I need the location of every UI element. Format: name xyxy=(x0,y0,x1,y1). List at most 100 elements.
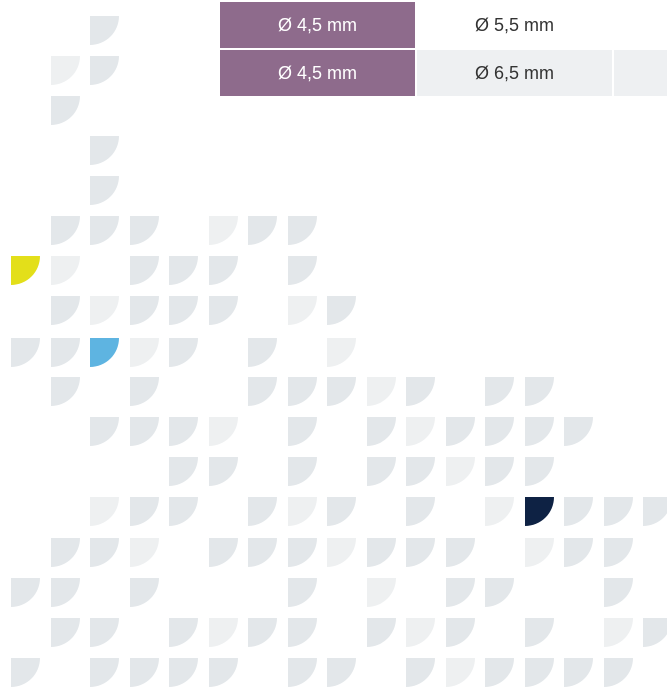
quarter-shape xyxy=(327,538,356,567)
quarter-shape xyxy=(90,658,119,687)
quarter-shape xyxy=(525,457,554,486)
quarter-shape xyxy=(367,578,396,607)
quarter-shape xyxy=(51,216,80,245)
quarter-shape xyxy=(406,618,435,647)
quarter-shape xyxy=(130,256,159,285)
quarter-shape xyxy=(288,618,317,647)
quarter-shape xyxy=(169,296,198,325)
table-cell: Ø 5,5 mm xyxy=(417,2,612,48)
quarter-shape xyxy=(643,497,667,526)
quarter-shape xyxy=(90,136,119,165)
quarter-shape xyxy=(248,216,277,245)
quarter-shape xyxy=(446,538,475,567)
quarter-shape xyxy=(130,578,159,607)
quarter-shape xyxy=(169,256,198,285)
quarter-shape xyxy=(90,338,119,367)
quarter-shape xyxy=(604,618,633,647)
quarter-shape xyxy=(485,658,514,687)
quarter-shape xyxy=(130,538,159,567)
quarter-shape xyxy=(288,538,317,567)
quarter-shape xyxy=(288,457,317,486)
quarter-shape xyxy=(248,618,277,647)
quarter-shape xyxy=(643,618,667,647)
quarter-shape xyxy=(248,338,277,367)
quarter-shape xyxy=(169,457,198,486)
quarter-shape xyxy=(90,538,119,567)
quarter-shape xyxy=(406,417,435,446)
quarter-shape xyxy=(209,216,238,245)
quarter-shape xyxy=(90,16,119,45)
quarter-shape xyxy=(367,457,396,486)
quarter-shape xyxy=(90,176,119,205)
quarter-shape xyxy=(51,377,80,406)
quarter-shape xyxy=(288,296,317,325)
quarter-shape xyxy=(11,578,40,607)
quarter-shape xyxy=(130,658,159,687)
quarter-shape xyxy=(90,417,119,446)
quarter-shape xyxy=(11,256,40,285)
quarter-shape xyxy=(51,296,80,325)
quarter-shape xyxy=(130,377,159,406)
quarter-shape xyxy=(367,417,396,446)
quarter-shape xyxy=(51,578,80,607)
quarter-shape xyxy=(446,457,475,486)
quarter-shape xyxy=(485,578,514,607)
quarter-shape xyxy=(51,56,80,85)
quarter-shape xyxy=(288,216,317,245)
quarter-shape xyxy=(564,497,593,526)
quarter-shape xyxy=(288,658,317,687)
quarter-shape xyxy=(130,296,159,325)
quarter-shape xyxy=(209,256,238,285)
page: Ø 4,5 mm Ø 5,5 mm Ø 4,5 mm Ø 6,5 mm (() … xyxy=(0,0,667,697)
quarter-shape xyxy=(485,377,514,406)
quarter-shape xyxy=(209,457,238,486)
quarter-shape xyxy=(327,377,356,406)
quarter-shape xyxy=(209,658,238,687)
quarter-shape xyxy=(406,457,435,486)
quarter-shape xyxy=(604,538,633,567)
quarter-shape xyxy=(327,658,356,687)
quarter-shape xyxy=(130,417,159,446)
quarter-shape xyxy=(209,296,238,325)
quarter-shape xyxy=(367,538,396,567)
quarter-shape xyxy=(51,338,80,367)
table-cell: Ø 4,5 mm xyxy=(220,2,415,48)
quarter-shape xyxy=(406,497,435,526)
table-cell-empty xyxy=(614,2,667,48)
quarter-shape xyxy=(169,497,198,526)
quarter-shape xyxy=(130,497,159,526)
quarter-shape xyxy=(248,538,277,567)
quarter-shape xyxy=(11,658,40,687)
quarter-shape xyxy=(169,338,198,367)
quarter-shape xyxy=(525,377,554,406)
quarter-shape xyxy=(51,256,80,285)
quarter-shape xyxy=(288,497,317,526)
quarter-shape xyxy=(525,417,554,446)
quarter-shape xyxy=(90,56,119,85)
table-cell-empty xyxy=(614,50,667,96)
quarter-shape xyxy=(446,658,475,687)
quarter-shape xyxy=(248,377,277,406)
quarter-shape xyxy=(248,497,277,526)
quarter-shape xyxy=(564,658,593,687)
quarter-shape xyxy=(604,497,633,526)
quarter-shape xyxy=(90,216,119,245)
quarter-shape xyxy=(90,296,119,325)
quarter-shape xyxy=(209,538,238,567)
quarter-shape xyxy=(51,96,80,125)
quarter-shape xyxy=(485,417,514,446)
quarter-shape xyxy=(169,618,198,647)
quarter-shape xyxy=(446,618,475,647)
quarter-shape xyxy=(90,618,119,647)
quarter-shape xyxy=(130,216,159,245)
table-row: Ø 4,5 mm Ø 5,5 mm xyxy=(220,2,667,48)
quarter-shape xyxy=(51,538,80,567)
quarter-shape xyxy=(485,457,514,486)
quarter-shape xyxy=(406,538,435,567)
quarter-shape xyxy=(51,618,80,647)
quarter-shape xyxy=(564,417,593,446)
quarter-shape xyxy=(209,417,238,446)
quarter-shape xyxy=(288,417,317,446)
quarter-shape xyxy=(525,618,554,647)
quarter-shape xyxy=(327,338,356,367)
